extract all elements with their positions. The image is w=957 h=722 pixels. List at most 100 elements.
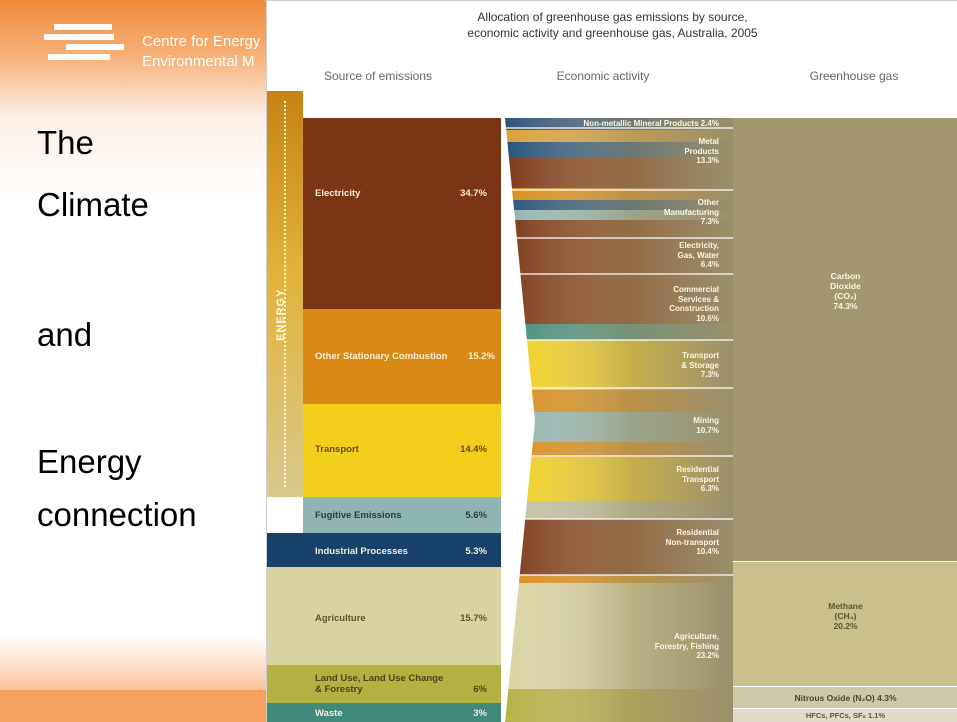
source-value-land-use: 6% [473, 684, 487, 695]
activity-label-line: Transport [682, 351, 719, 360]
source-segment-industrial: Industrial Processes 5.3% [267, 533, 501, 567]
source-value-fugitive: 5.6% [465, 510, 487, 521]
gas-flow-graphic [733, 118, 957, 722]
activity-label-line: 10.7% [696, 425, 719, 435]
column-header-source: Source of emissions [323, 69, 433, 83]
activity-label-line: 6.3% [700, 484, 719, 493]
activity-label-line: Transport [682, 474, 719, 484]
source-label-fugitive: Fugitive Emissions [315, 510, 402, 521]
activity-label-line: 6.4% [700, 260, 719, 269]
gas-label-n2o: Nitrous Oxide (N₂O) 4.3% [733, 693, 957, 703]
source-label-industrial: Industrial Processes [315, 546, 408, 557]
column-header-activity: Economic activity [556, 69, 650, 83]
gas-label-line: Nitrous Oxide (N₂O) 4.3% [794, 693, 897, 703]
activity-label-line: Agriculture, [674, 632, 719, 641]
slide-word-connection: connection [37, 496, 197, 533]
activity-label-line: Residential [676, 528, 719, 537]
energy-group-label: ENERGY [275, 288, 287, 341]
source-label-land-use-line-1: Land Use, Land Use Change [315, 673, 444, 684]
source-value-waste: 3% [473, 708, 487, 719]
activity-label-line: Construction [669, 304, 719, 313]
source-label-transport: Transport [315, 444, 359, 455]
activity-label-line: Commercial [673, 285, 719, 294]
source-label-land-use: Land Use, Land Use Change & Forestry [315, 673, 443, 695]
activity-label-transport-storage: Transport & Storage 7.3% [681, 351, 719, 380]
energy-group-bar: ENERGY [267, 91, 303, 497]
activity-label-line: Electricity, [679, 241, 719, 250]
gas-label-line: Carbon [830, 271, 861, 281]
source-segment-electricity: Electricity 34.7% [303, 118, 501, 309]
activity-label-residential-transport: Residential Transport 6.3% [676, 465, 719, 494]
source-column: ENERGY Electricity 34.7% Other Stationar… [267, 91, 501, 722]
activity-label-line: 10.6% [696, 313, 719, 323]
activity-label-other-manufacturing: Other Manufacturing 7.3% [664, 198, 719, 227]
emissions-figure: Allocation of greenhouse gas emissions b… [266, 0, 957, 722]
gas-block-methane [733, 562, 957, 686]
activity-label-residential-non-transport: Residential Non-transport 10.4% [666, 528, 719, 557]
activity-label-line: Non-transport [665, 537, 719, 547]
activity-fade-overlay [505, 118, 733, 722]
source-value-industrial: 5.3% [465, 546, 487, 557]
activity-label-electricity-gas-water: Electricity, Gas, Water 6.4% [678, 241, 720, 270]
activity-label-line: Products [684, 146, 719, 156]
activity-label-line: Services & [678, 294, 719, 304]
activity-label-agriculture-forestry: Agriculture, Forestry, Fishing 23.2% [655, 632, 719, 661]
source-segment-other-stationary: Other Stationary Combustion 15.2% [303, 309, 501, 404]
activity-label-line: Metal [698, 137, 719, 146]
gas-label-line: (CO₂) [834, 291, 857, 301]
gas-column: Carbon Dioxide (CO₂) 74.3% Methane (CH₄)… [733, 91, 957, 722]
gas-label-co2: Carbon Dioxide (CO₂) 74.3% [733, 271, 957, 311]
source-segment-transport: Transport 14.4% [303, 404, 501, 497]
source-label-other-stationary: Other Stationary Combustion [315, 351, 448, 362]
activity-dividers [505, 127, 733, 576]
activity-label-line: Mining [693, 416, 719, 425]
source-label-agriculture: Agriculture [315, 613, 366, 624]
activity-label-non-metallic: Non-metallic Mineral Products 2.4% [583, 119, 719, 129]
slide-footer-bar [0, 690, 268, 722]
source-label-land-use-line-2: & Forestry [315, 684, 363, 695]
slide-title-panel: Centre for Energy Environmental M The Cl… [0, 0, 268, 722]
gas-block-hfc [733, 709, 957, 722]
activity-label-line: Gas, Water [677, 250, 720, 260]
slide-word-the: The [37, 124, 94, 161]
gas-block-n2o [733, 687, 957, 708]
slide-word-climate: Climate [37, 186, 149, 223]
gas-label-hfc: HFCs, PFCs, SF₆ 1.1% [733, 711, 957, 721]
source-segment-agriculture: Agriculture 15.7% [267, 567, 501, 665]
gas-label-line: (CH₄) [834, 611, 857, 621]
activity-column: Non-metallic Mineral Products 2.4% Metal… [501, 91, 733, 722]
energy-group-bracket [284, 101, 286, 487]
source-value-other-stationary: 15.2% [468, 351, 495, 362]
slide-word-energy: Energy [37, 443, 142, 480]
figure-title-line-1: Allocation of greenhouse gas emissions b… [477, 10, 748, 24]
gas-label-methane: Methane (CH₄) 20.2% [733, 601, 957, 631]
gas-label-line: 74.3% [833, 301, 858, 311]
source-segment-waste: Waste 3% [267, 703, 501, 722]
activity-label-line: Other [697, 198, 719, 207]
activity-label-commercial: Commercial Services & Construction 10.6% [669, 285, 719, 323]
activity-label-line: 7.3% [700, 217, 719, 226]
column-header-gas: Greenhouse gas [809, 69, 899, 83]
gas-label-line: Dioxide [830, 281, 861, 291]
centre-logo-icon [44, 24, 124, 68]
activity-label-line: & Storage [681, 360, 719, 370]
gas-block-co2 [733, 118, 957, 561]
activity-label-line: 7.3% [700, 370, 719, 379]
slide-word-and: and [37, 316, 93, 353]
activity-label-line: Non-metallic Mineral Products 2.4% [583, 119, 719, 128]
gas-label-line: Methane [828, 601, 863, 611]
source-label-waste: Waste [315, 708, 343, 719]
figure-title: Allocation of greenhouse gas emissions b… [267, 9, 957, 41]
figure-title-line-2: economic activity and greenhouse gas, Au… [467, 26, 758, 40]
activity-flow-graphic [505, 118, 733, 722]
activity-label-line: 23.2% [696, 651, 719, 660]
source-value-transport: 14.4% [460, 444, 487, 455]
logo-text-line-2: Environmental M [142, 53, 255, 70]
source-segment-land-use: Land Use, Land Use Change & Forestry 6% [267, 665, 501, 703]
source-label-electricity: Electricity [315, 188, 361, 199]
activity-label-line: Forestry, Fishing [654, 641, 719, 651]
gas-label-line: HFCs, PFCs, SF₆ 1.1% [805, 711, 886, 720]
activity-label-line: 13.3% [696, 156, 719, 165]
source-value-electricity: 34.7% [460, 188, 487, 199]
gas-label-line: 20.2% [833, 621, 858, 631]
